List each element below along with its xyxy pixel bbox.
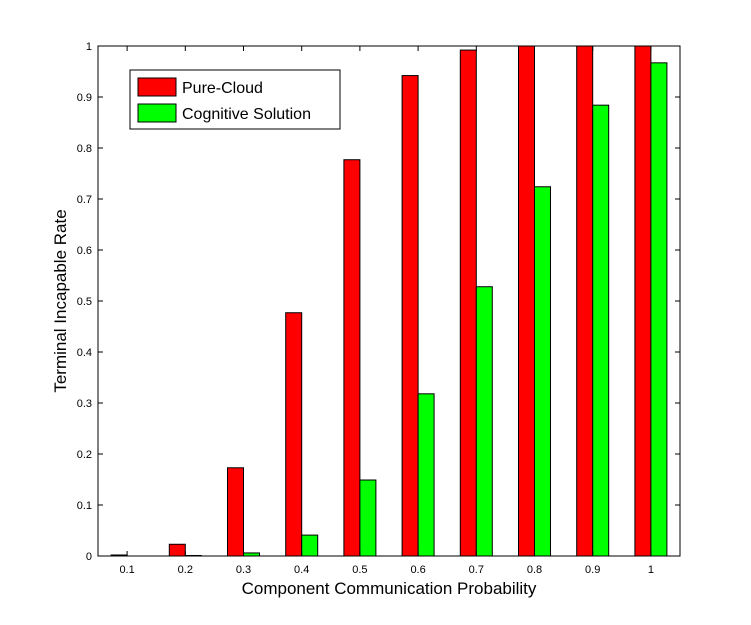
legend-label-cognitive-solution: Cognitive Solution <box>182 106 311 123</box>
x-tick-label: 0.7 <box>469 564 484 576</box>
bar-pure-cloud-1 <box>634 45 652 557</box>
y-tick-label: 0.8 <box>77 143 92 155</box>
legend: Pure-Cloud Cognitive Solution <box>129 69 341 130</box>
legend-swatch-cognitive-solution <box>137 103 177 123</box>
y-axis-ticks: 0 0.1 0.2 0.3 0.4 0.5 0.6 0.7 0.8 0.9 1 <box>77 41 680 563</box>
legend-label-pure-cloud: Pure-Cloud <box>182 80 263 97</box>
x-tick-label: 0.4 <box>294 564 309 576</box>
y-tick-label: 1 <box>86 41 92 53</box>
bar-cognitive-solution-0_7 <box>475 286 493 557</box>
bar-cognitive-solution-1 <box>650 62 668 557</box>
bar-pure-cloud-0_8 <box>518 45 535 557</box>
bar-cognitive-solution-0_9 <box>592 104 610 557</box>
bar-pure-cloud-0_7 <box>459 49 477 557</box>
y-tick-label: 0.2 <box>77 449 92 461</box>
bar-pure-cloud-0_3 <box>227 467 244 557</box>
x-axis-title: Component Communication Probability <box>242 579 537 598</box>
bar-pure-cloud-0_4 <box>285 312 303 557</box>
x-tick-label: 1 <box>648 564 654 576</box>
x-tick-label: 0.2 <box>178 564 193 576</box>
y-tick-label: 0.7 <box>77 194 92 206</box>
bar-cognitive-solution-0_8 <box>534 186 551 557</box>
x-tick-label: 0.9 <box>585 564 600 576</box>
legend-swatch-pure-cloud <box>137 77 177 97</box>
bars-group <box>110 45 668 557</box>
y-tick-label: 0 <box>86 551 92 563</box>
bar-pure-cloud-0_5 <box>343 159 361 557</box>
y-axis-title: Terminal Incapable Rate <box>51 209 70 392</box>
x-axis-ticks: 0.1 0.2 0.3 0.4 0.5 0.6 0.7 0.8 0.9 1 <box>119 46 654 576</box>
y-tick-label: 0.3 <box>77 398 92 410</box>
y-tick-label: 0.6 <box>77 245 92 257</box>
bar-cognitive-solution-0_4 <box>301 534 319 557</box>
bar-cognitive-solution-0_5 <box>359 479 377 557</box>
x-tick-label: 0.6 <box>410 564 425 576</box>
y-tick-label: 0.4 <box>77 347 92 359</box>
bar-pure-cloud-0_9 <box>576 45 594 557</box>
y-tick-label: 0.1 <box>77 500 92 512</box>
bar-pure-cloud-0_2 <box>168 543 186 557</box>
x-tick-label: 0.1 <box>119 564 134 576</box>
bar-pure-cloud-0_6 <box>401 75 419 557</box>
bar-cognitive-solution-0_6 <box>417 393 435 557</box>
y-tick-label: 0.5 <box>77 296 92 308</box>
x-tick-label: 0.8 <box>527 564 542 576</box>
x-tick-label: 0.5 <box>352 564 367 576</box>
x-tick-label: 0.3 <box>236 564 251 576</box>
y-tick-label: 0.9 <box>77 92 92 104</box>
